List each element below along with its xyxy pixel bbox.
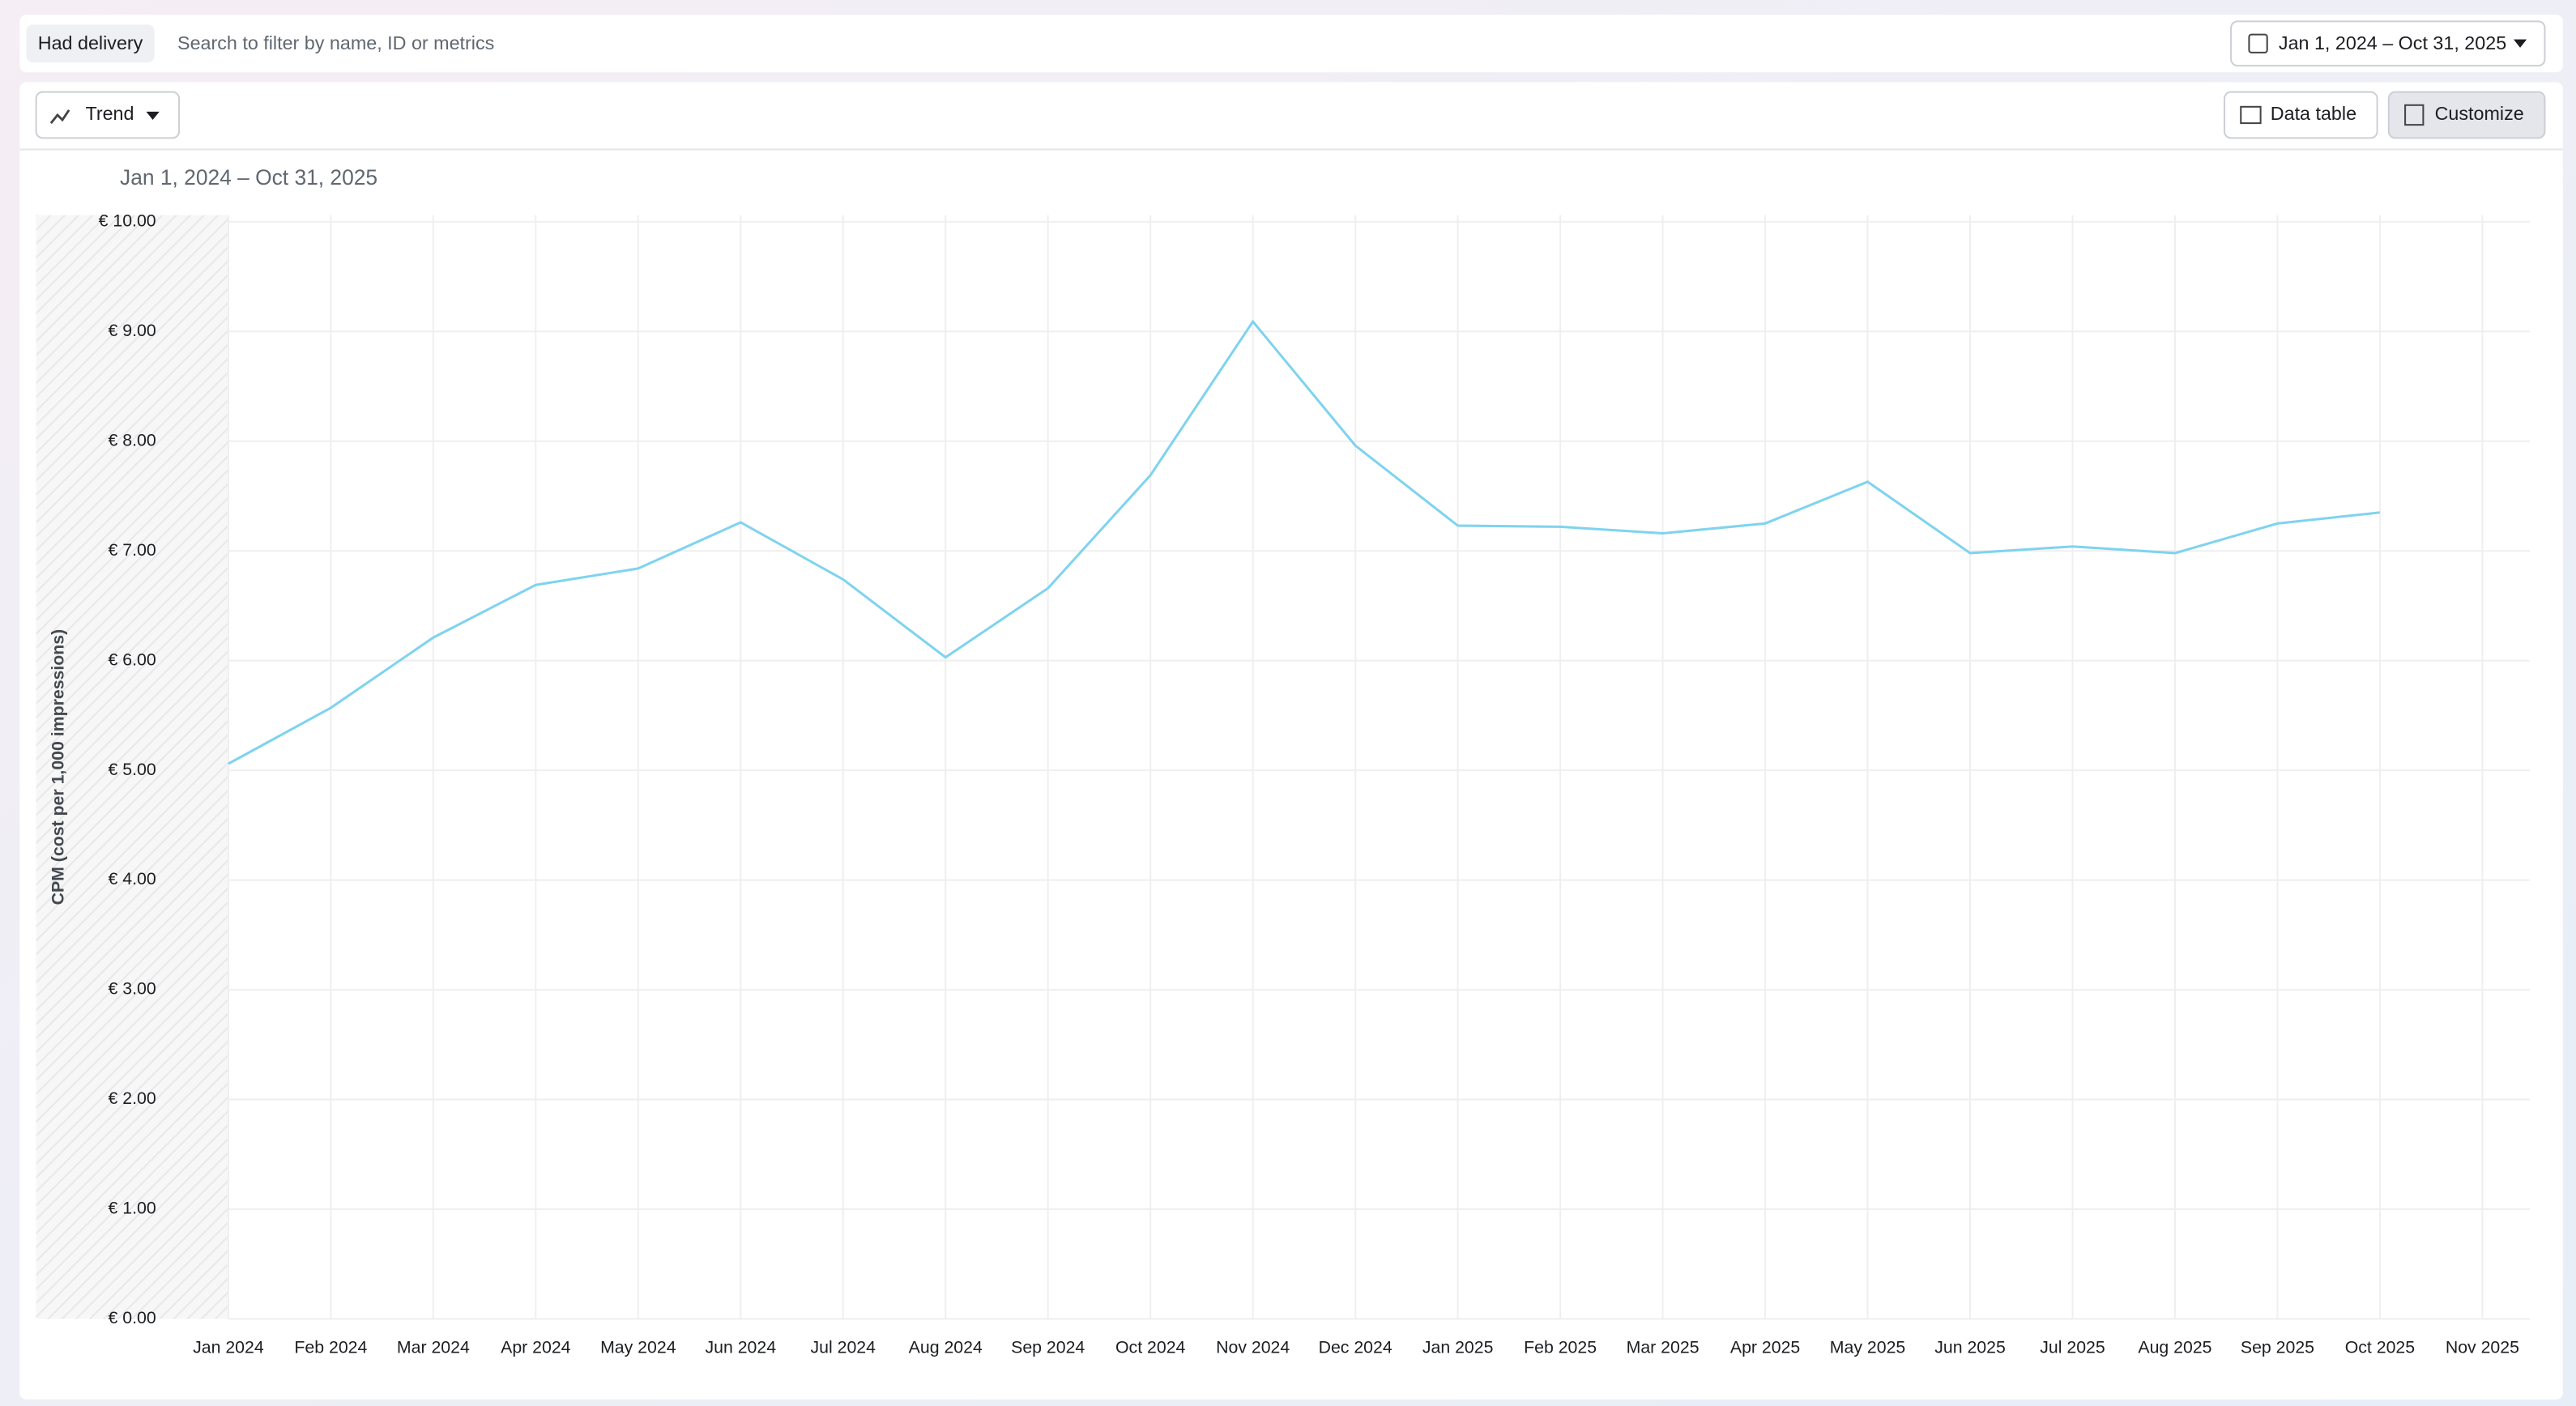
filter-chip-label: Had delivery (38, 32, 143, 53)
date-range-label: Jan 1, 2024 – Oct 31, 2025 (2279, 32, 2506, 53)
x-tick-label: Jul 2024 (811, 1338, 876, 1357)
y-axis-label: CPM (cost per 1,000 impressions) (49, 629, 68, 905)
y-tick-label: € 10.00 (99, 211, 156, 230)
x-tick-label: Dec 2024 (1319, 1338, 1392, 1357)
x-tick-label: Mar 2025 (1627, 1338, 1700, 1357)
table-icon (2240, 105, 2262, 125)
customize-icon (2404, 104, 2425, 126)
x-tick-label: Feb 2025 (1524, 1338, 1597, 1357)
y-tick-label: € 2.00 (108, 1089, 156, 1108)
x-tick-label: Oct 2024 (1115, 1338, 1186, 1357)
y-tick-label: € 6.00 (108, 650, 156, 669)
x-tick-label: Feb 2024 (294, 1338, 367, 1357)
x-tick-label: Apr 2024 (501, 1338, 571, 1357)
data-table-button[interactable] (2223, 91, 2378, 139)
chart-panel (19, 82, 2563, 1400)
trend-icon (49, 109, 70, 124)
date-range-button[interactable] (2230, 20, 2546, 67)
x-tick-label: Jan 2025 (1422, 1338, 1494, 1357)
y-tick-label: € 5.00 (108, 760, 156, 779)
filter-chip[interactable] (26, 24, 155, 63)
y-tick-label: € 7.00 (108, 540, 156, 560)
y-tick-label: € 4.00 (108, 869, 156, 888)
x-tick-label: Oct 2025 (2345, 1338, 2415, 1357)
x-tick-label: Apr 2025 (1730, 1338, 1800, 1357)
x-tick-label: Aug 2024 (909, 1338, 983, 1357)
y-tick-label: € 1.00 (108, 1199, 156, 1218)
customize-button[interactable] (2387, 91, 2546, 139)
search-input[interactable]: Search to filter by name, ID or metrics (177, 32, 494, 53)
filter-bar (19, 15, 2563, 73)
x-tick-label: Nov 2025 (2446, 1338, 2519, 1357)
x-tick-label: Nov 2024 (1216, 1338, 1290, 1357)
x-tick-label: Aug 2025 (2138, 1338, 2211, 1357)
x-tick-label: Jun 2024 (705, 1338, 776, 1357)
y-tick-label: € 9.00 (108, 321, 156, 340)
trend-label: Trend (85, 103, 134, 124)
dropdown-caret (2513, 39, 2527, 48)
no-data-region (36, 215, 228, 1319)
data-table-label: Data table (2271, 103, 2356, 124)
calendar-icon (2248, 33, 2268, 53)
trend-button[interactable] (35, 91, 181, 139)
y-tick-label: € 0.00 (108, 1308, 156, 1327)
data-line (228, 319, 2381, 765)
y-tick-label: € 8.00 (108, 430, 156, 449)
x-tick-label: Sep 2024 (1011, 1338, 1085, 1357)
x-tick-label: May 2025 (1830, 1338, 1905, 1357)
x-tick-label: Jun 2025 (1934, 1338, 2006, 1357)
x-tick-label: Jan 2024 (193, 1338, 264, 1357)
dropdown-caret (146, 111, 160, 121)
x-tick-label: Sep 2025 (2241, 1338, 2314, 1357)
chart-subtitle: Jan 1, 2024 – Oct 31, 2025 (120, 165, 377, 190)
y-tick-label: € 3.00 (108, 979, 156, 999)
x-tick-label: Jul 2025 (2040, 1338, 2105, 1357)
x-tick-label: Mar 2024 (397, 1338, 470, 1357)
customize-label: Customize (2435, 103, 2524, 124)
x-tick-label: May 2024 (600, 1338, 676, 1357)
